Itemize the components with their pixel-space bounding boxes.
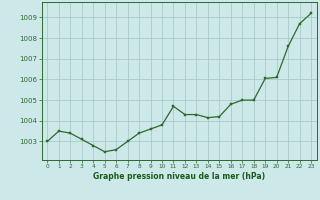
X-axis label: Graphe pression niveau de la mer (hPa): Graphe pression niveau de la mer (hPa) (93, 172, 265, 181)
